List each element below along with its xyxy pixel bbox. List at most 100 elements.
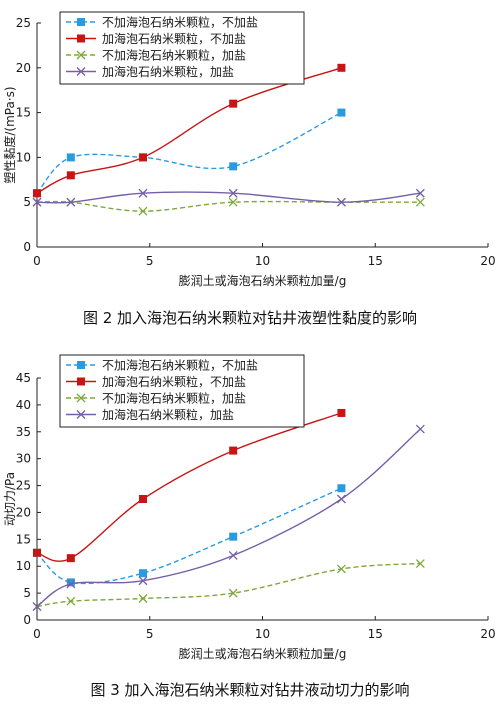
y-tick-label: 40 (16, 398, 31, 412)
data-point (415, 424, 425, 434)
series-2 (33, 63, 346, 198)
series-line (36, 487, 342, 585)
data-point (66, 171, 75, 180)
data-point (228, 588, 238, 598)
legend-swatch-marker (77, 18, 85, 26)
data-point (138, 576, 148, 586)
y-tick-label: 15 (16, 532, 31, 546)
data-point (33, 548, 41, 557)
legend-swatch-marker (77, 34, 85, 43)
series-line (36, 412, 342, 562)
series-line (36, 200, 421, 212)
data-point (336, 564, 346, 574)
data-point (337, 108, 346, 117)
x-tick-label: 0 (33, 254, 41, 268)
legend-swatch-marker (76, 393, 86, 403)
x-tick-label: 10 (255, 254, 270, 268)
data-point (138, 206, 148, 216)
data-point (66, 197, 76, 207)
legend-label: 不加海泡石纳米颗粒，不加盐 (102, 358, 258, 373)
x-tick-label: 10 (255, 627, 270, 641)
figure-caption: 图 3 加入海泡石纳米颗粒对钻井液动切力的影响 (90, 681, 409, 699)
data-point (337, 484, 346, 493)
y-tick-label: 5 (23, 195, 31, 209)
data-point (33, 189, 41, 198)
data-point (415, 559, 425, 568)
series-line (36, 111, 342, 194)
data-point (32, 602, 42, 612)
data-point (336, 494, 346, 504)
data-point (415, 197, 425, 207)
x-tick-label: 20 (480, 627, 495, 641)
y-tick-label: 35 (16, 425, 31, 439)
legend-swatch-marker (77, 361, 85, 369)
data-point (32, 197, 42, 207)
chart-panel-2: 0 5 10 15 20 25 30 35 40 45 0 5 10 15 20 膨润土或海泡石纳米颗粒加量/… (3, 354, 496, 699)
y-axis-title: 动切力/Pa (3, 472, 17, 526)
data-point (336, 197, 346, 207)
y-tick-label: 25 (16, 479, 31, 493)
legend-box (59, 11, 305, 85)
series-line (36, 67, 342, 194)
data-point (415, 188, 425, 198)
y-tick-label: 45 (16, 371, 31, 385)
legend-label: 加海泡石纳米颗粒，加盐 (102, 407, 234, 422)
data-point (229, 99, 238, 108)
x-tick-label: 5 (146, 254, 154, 268)
legend-label: 不加海泡石纳米颗粒，加盐 (102, 391, 246, 406)
y-tick-label: 25 (16, 16, 31, 30)
x-tick-label: 15 (368, 627, 383, 641)
x-axis-title: 膨润土或海泡石纳米颗粒加量/g (179, 273, 347, 288)
y-tick-label: 10 (16, 559, 31, 573)
data-point (66, 153, 75, 162)
series-line (36, 191, 421, 204)
legend-label: 不加海泡石纳米颗粒，不加盐 (102, 15, 258, 30)
data-point (138, 153, 147, 162)
legend-label: 加海泡石纳米颗粒，加盐 (102, 64, 234, 79)
series-3 (32, 559, 425, 612)
legend: 不加海泡石纳米颗粒，不加盐加海泡石纳米颗粒，不加盐不加海泡石纳米颗粒，加盐加海泡… (59, 11, 305, 85)
y-tick-label: 0 (23, 613, 31, 627)
series-4 (32, 424, 425, 612)
legend-label: 加海泡石纳米颗粒，不加盐 (102, 31, 246, 46)
x-tick-label: 5 (146, 627, 154, 641)
legend-box (59, 354, 305, 428)
data-point (138, 495, 147, 503)
x-tick-label: 15 (368, 254, 383, 268)
data-point (66, 579, 76, 589)
data-point (66, 578, 75, 587)
figure-caption: 图 2 加入海泡石纳米颗粒对钻井液塑性黏度的影响 (83, 309, 417, 327)
series-line (36, 428, 421, 608)
legend: 不加海泡石纳米颗粒，不加盐加海泡石纳米颗粒，不加盐不加海泡石纳米颗粒，加盐加海泡… (59, 354, 305, 428)
data-point (337, 63, 346, 72)
legend-swatch-marker (76, 410, 86, 419)
legend-label: 不加海泡石纳米颗粒，加盐 (102, 48, 246, 63)
series-1 (33, 108, 346, 198)
y-tick-label: 5 (23, 586, 31, 600)
data-point (138, 594, 148, 603)
x-tick-label: 0 (33, 627, 41, 641)
data-point (229, 446, 238, 455)
series-2 (33, 408, 346, 563)
data-point (337, 408, 346, 417)
data-point (228, 551, 238, 560)
x-axis-title: 膨润土或海泡石纳米颗粒加量/g (179, 646, 347, 661)
legend-swatch-marker (76, 67, 86, 76)
legend-label: 加海泡石纳米颗粒，不加盐 (102, 374, 246, 389)
y-axis-title: 塑性黏度/(mPa·s) (2, 86, 17, 183)
y-tick-label: 10 (16, 150, 31, 164)
y-tick-label: 15 (16, 106, 31, 120)
data-point (66, 596, 76, 606)
y-tick-label: 30 (16, 452, 31, 466)
series-4 (32, 188, 425, 207)
data-point (229, 162, 238, 171)
legend-swatch-marker (76, 50, 86, 60)
y-tick-label: 20 (16, 505, 31, 519)
data-point (228, 197, 238, 207)
y-tick-label: 0 (23, 240, 31, 254)
x-tick-label: 20 (480, 254, 495, 268)
data-point (138, 188, 148, 198)
chart-panel-1: 0 5 10 15 20 25 0 5 10 15 20 膨润土或海泡石纳米颗粒加量/g 塑性黏度/(m… (2, 11, 496, 327)
y-tick-label: 20 (16, 61, 31, 75)
